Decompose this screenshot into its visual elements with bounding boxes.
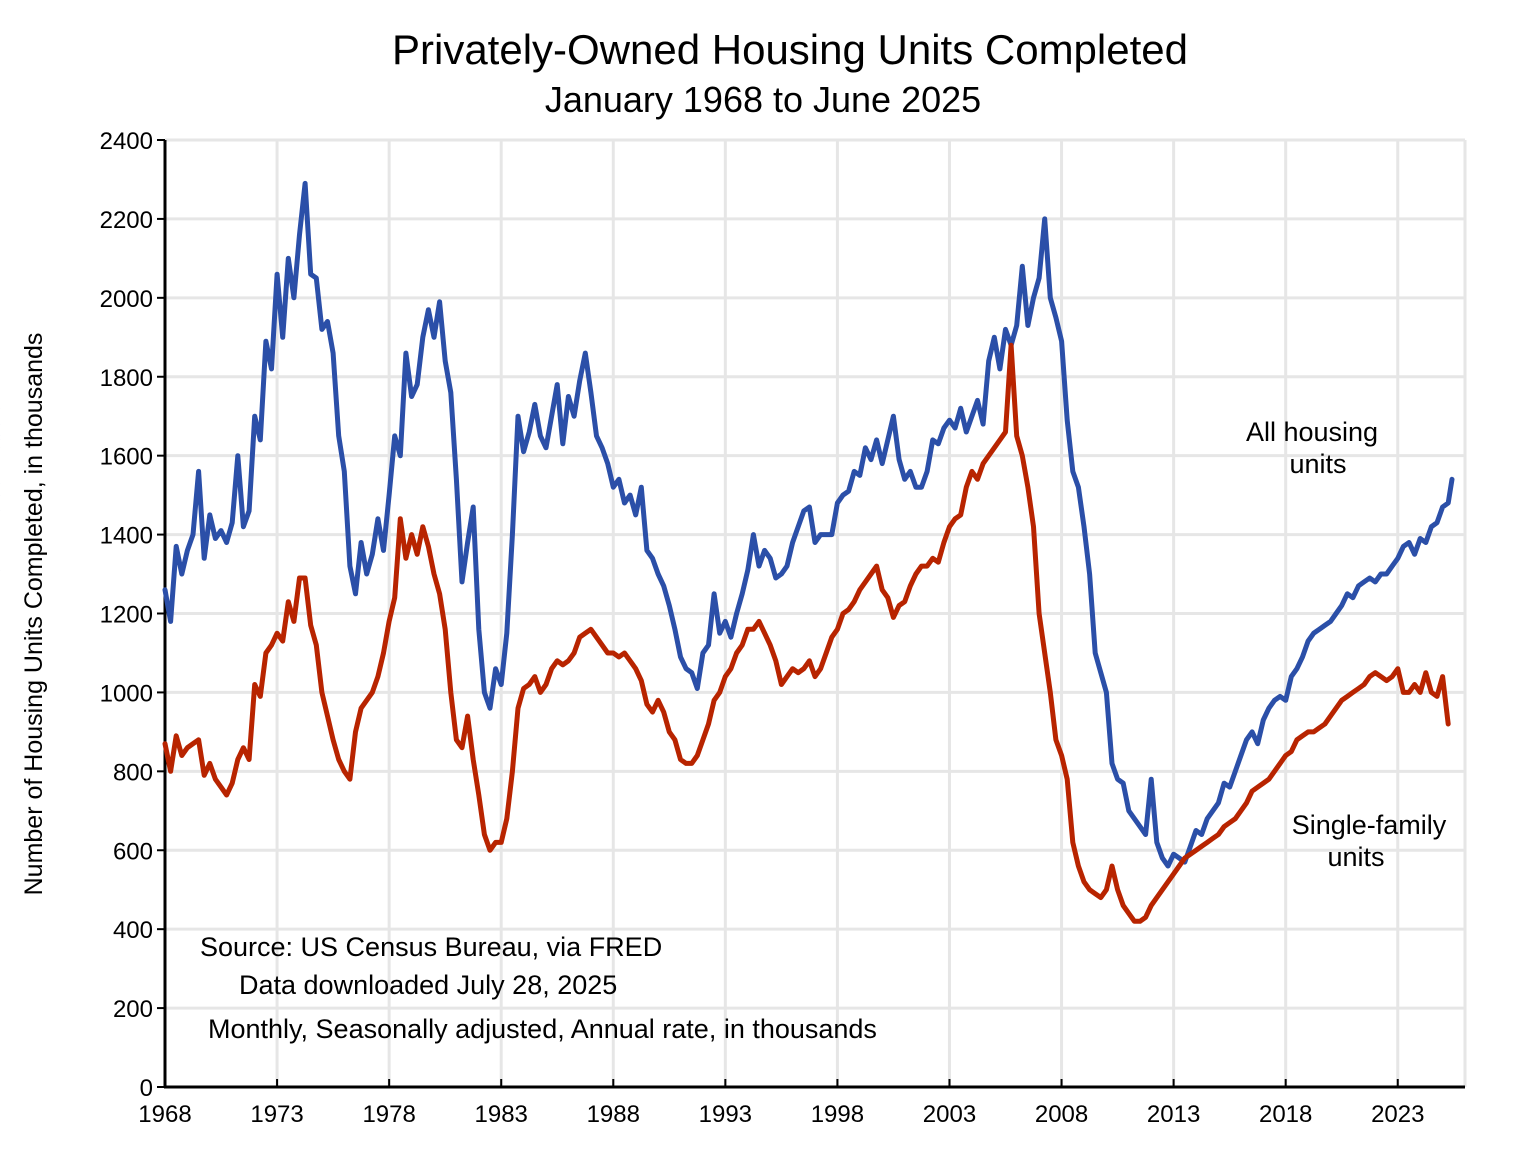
- y-tick-label: 2200: [100, 207, 153, 234]
- x-tick-label: 2008: [1035, 1101, 1088, 1128]
- units-annotation: Monthly, Seasonally adjusted, Annual rat…: [208, 1014, 877, 1044]
- x-tick-label: 1993: [699, 1101, 752, 1128]
- y-tick-label: 800: [113, 759, 153, 786]
- download-date-annotation: Data downloaded July 28, 2025: [239, 970, 617, 1000]
- y-tick-label: 200: [113, 996, 153, 1023]
- series-line-single-family: [162, 342, 1451, 924]
- x-tick-label: 2023: [1371, 1101, 1424, 1128]
- y-tick-label: 1600: [100, 444, 153, 471]
- series-layer: [0, 180, 1455, 924]
- y-tick-label: 1000: [100, 680, 153, 707]
- y-tick-label: 2000: [100, 286, 153, 313]
- y-axis-label: Number of Housing Units Completed, in th…: [20, 333, 48, 896]
- series-line-all-housing: [162, 180, 1455, 869]
- series-label-all-housing: All housing units: [1246, 417, 1378, 479]
- y-tick-label: 0: [140, 1075, 153, 1102]
- x-tick-label: 1998: [811, 1101, 864, 1128]
- series-label-all-housing-line2: units: [1289, 449, 1346, 479]
- x-tick-label: 2003: [923, 1101, 976, 1128]
- y-tick-label: 600: [113, 838, 153, 865]
- y-tick-label: 1400: [100, 523, 153, 550]
- y-tick-label: 400: [113, 917, 153, 944]
- chart-title: Privately-Owned Housing Units Completed: [392, 26, 1188, 73]
- x-tick-label: 2018: [1259, 1101, 1312, 1128]
- axes: 0 200 400 600 800 1000 1200 1400 1600 1800 2000 220…: [100, 128, 1465, 1128]
- chart-subtitle: January 1968 to June 2025: [545, 79, 981, 120]
- x-tick-label: 2013: [1147, 1101, 1200, 1128]
- series-label-single-family-line1: Single-family: [1292, 810, 1447, 840]
- x-tick-label: 1973: [250, 1101, 303, 1128]
- series-label-single-family: Single-family units: [1292, 810, 1447, 872]
- x-tick-label: 1978: [362, 1101, 415, 1128]
- x-tick-label: 1968: [138, 1101, 191, 1128]
- y-tick-label: 1800: [100, 365, 153, 392]
- x-tick-label: 1983: [475, 1101, 528, 1128]
- x-tick-label: 1988: [587, 1101, 640, 1128]
- source-annotation: Source: US Census Bureau, via FRED: [200, 932, 662, 962]
- y-tick-label: 2400: [100, 128, 153, 155]
- series-label-all-housing-line1: All housing: [1246, 417, 1378, 447]
- y-tick-label: 1200: [100, 602, 153, 629]
- series-label-single-family-line2: units: [1327, 842, 1384, 872]
